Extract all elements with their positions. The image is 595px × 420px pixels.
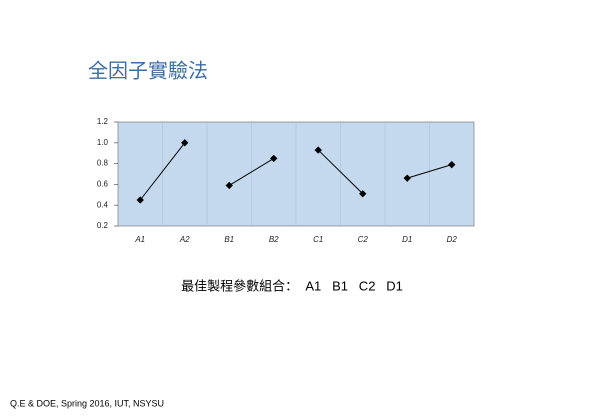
marker <box>403 174 411 182</box>
x-tick-label: C1 <box>313 235 323 244</box>
x-tick-label: C2 <box>358 235 369 244</box>
line <box>317 149 364 195</box>
x-tick-label: B2 <box>269 235 279 244</box>
marker <box>448 160 456 169</box>
x-tick-label: B1 <box>224 235 234 244</box>
y-tick-label: 0.6 <box>97 180 109 189</box>
x-tick-label: A1 <box>134 235 145 244</box>
chart: 0.2 0.4 0.6 0.8 1.0 1.2 A1 A2 B1 B2 C1 C2 D1 D2 <box>97 117 475 244</box>
line <box>228 157 275 186</box>
x-tick-label: D1 <box>402 235 412 244</box>
y-tick-label: 0.4 <box>97 200 109 209</box>
footer: Q.E & DOE, Spring 2016, IUT, NSYSU <box>10 398 164 408</box>
caption: 最佳製程參數組合： A1 B1 C2 D1 <box>181 278 403 293</box>
marker <box>181 139 189 147</box>
x-tick-label: D2 <box>447 235 458 244</box>
x-tick-label: A2 <box>179 235 190 244</box>
y-tick-label: 1.0 <box>97 138 109 147</box>
marker <box>225 181 233 190</box>
y-tick-label: 0.8 <box>97 159 109 168</box>
slide-title: 全因子實驗法 <box>88 59 208 82</box>
line <box>139 142 186 201</box>
line <box>407 164 452 179</box>
y-tick-label: 0.2 <box>97 221 109 230</box>
marker <box>136 196 144 204</box>
marker <box>314 146 322 154</box>
y-tick-label: 1.2 <box>97 117 109 126</box>
